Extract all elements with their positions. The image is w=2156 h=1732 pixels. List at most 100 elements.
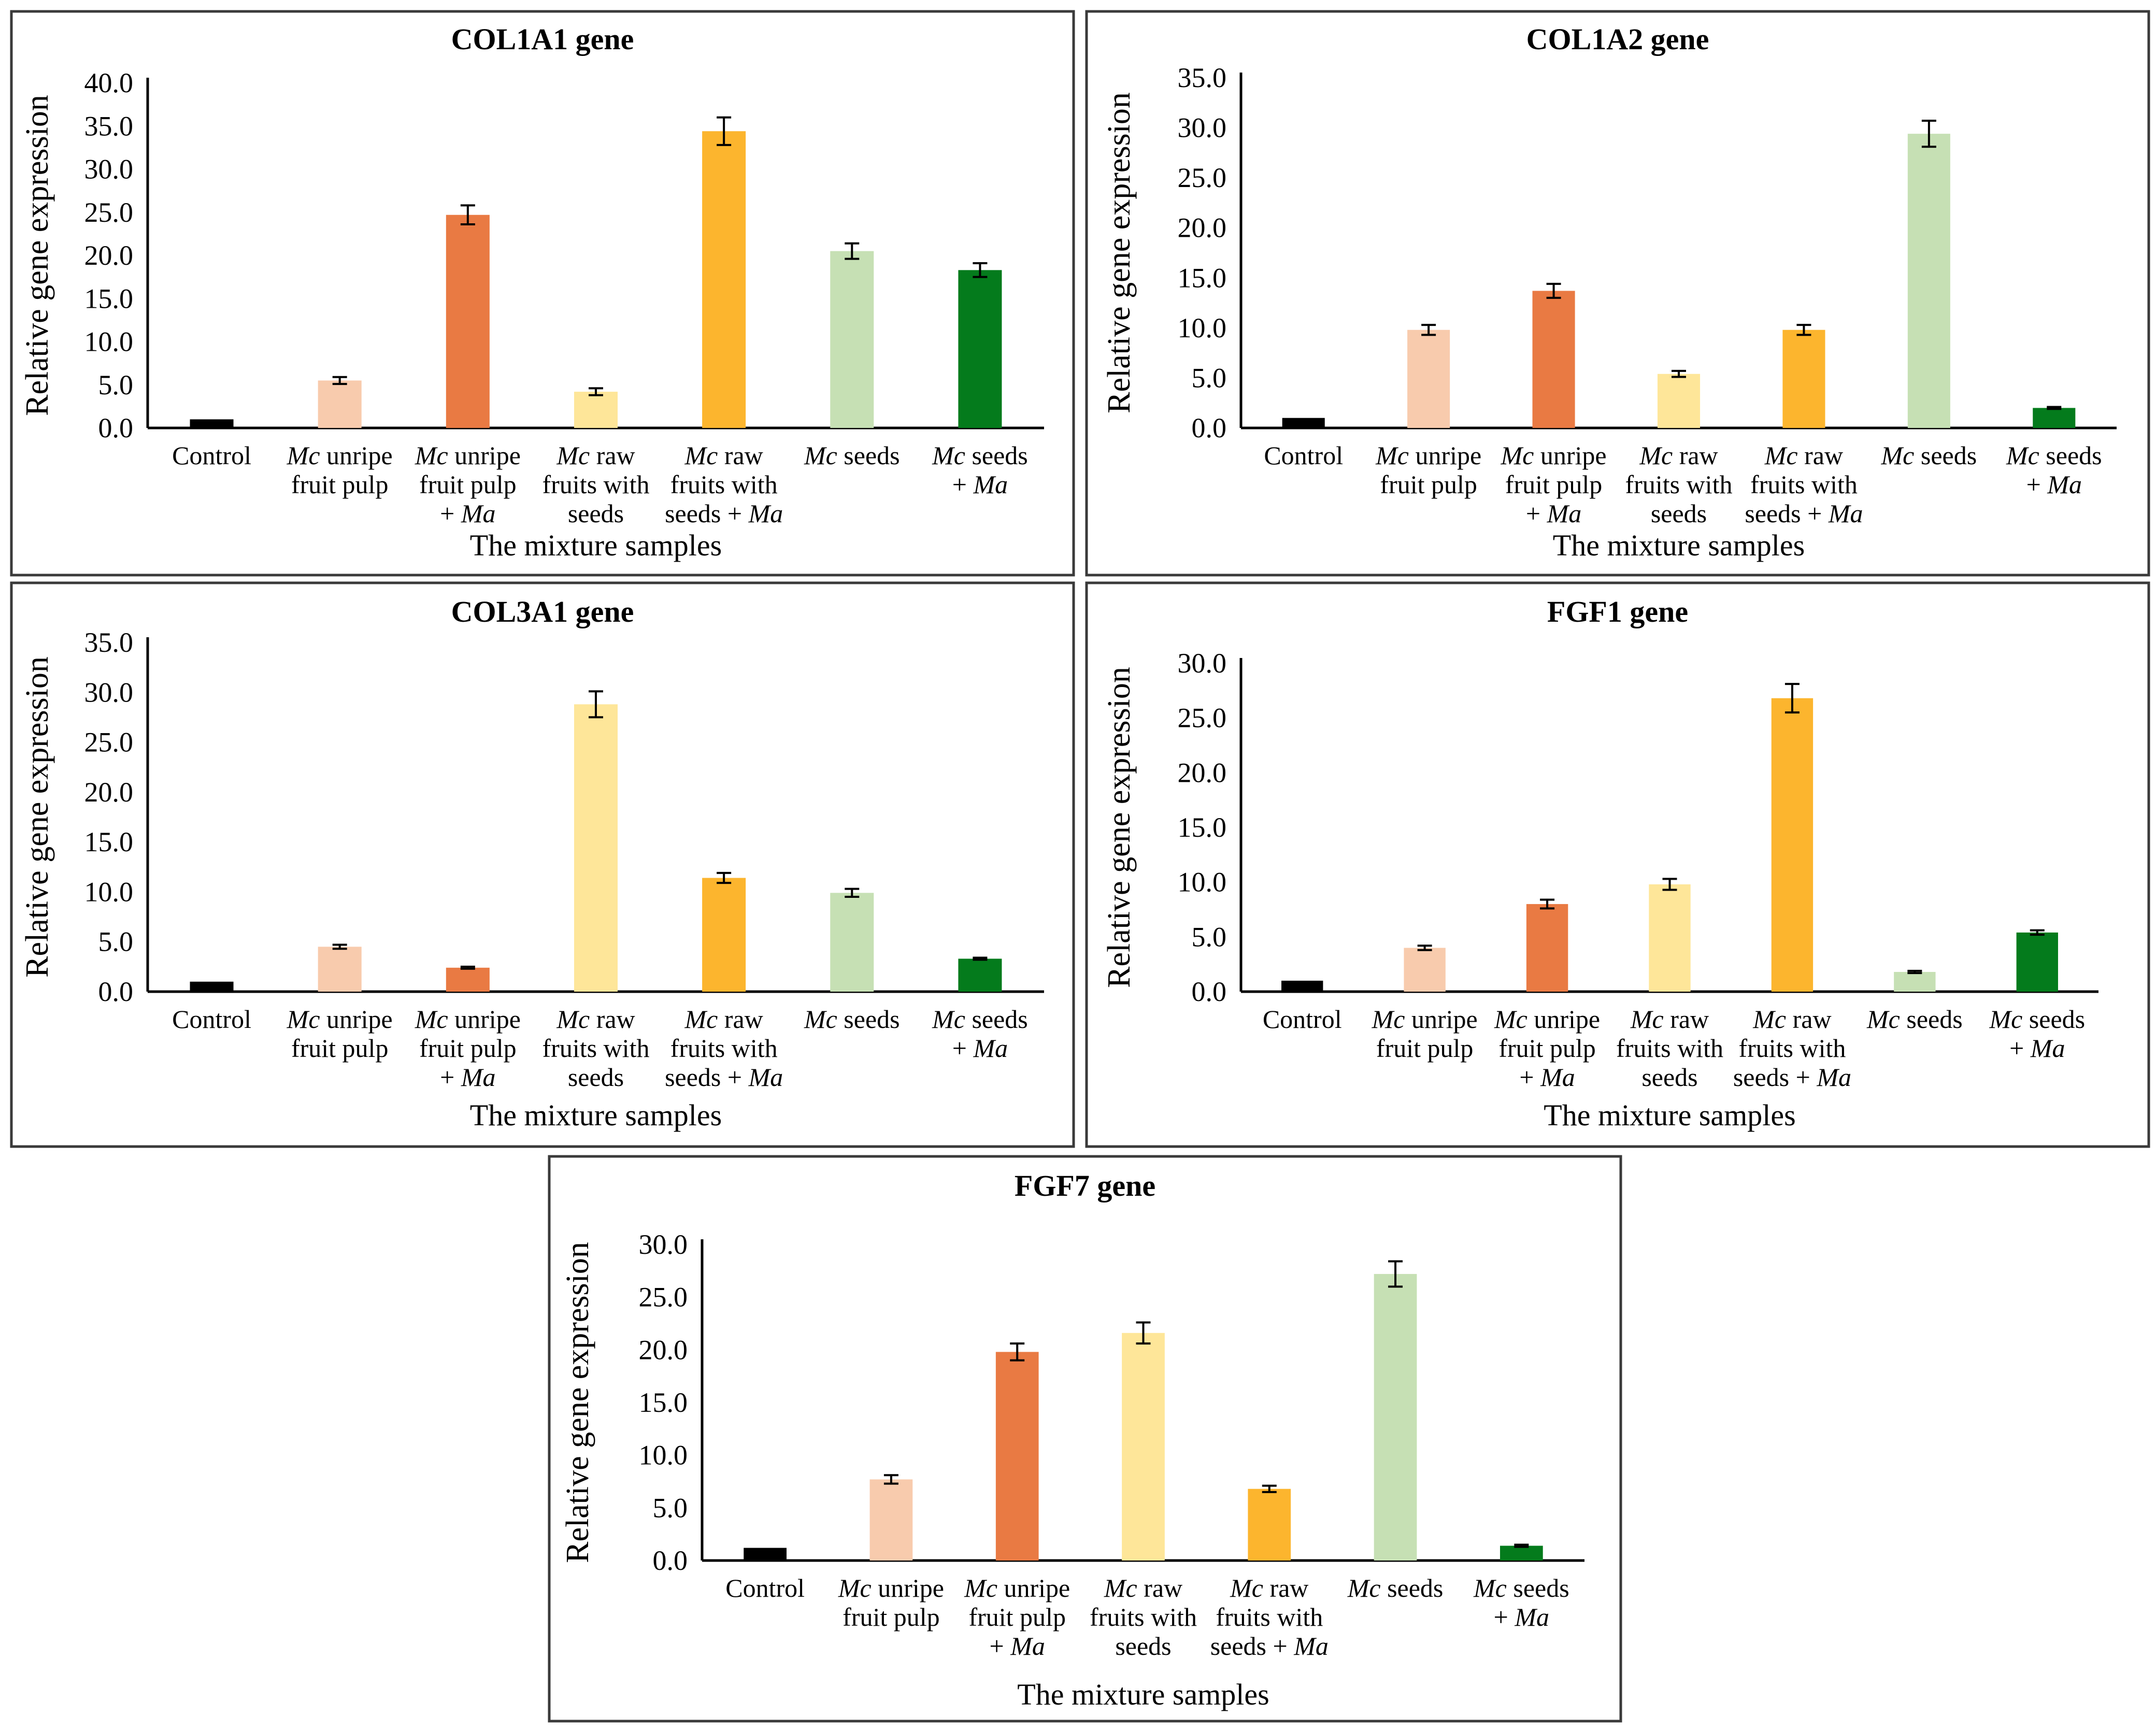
x-category-label: Mc seeds <box>1866 1005 1963 1034</box>
y-tick-label: 35.0 <box>84 110 134 141</box>
bar-5 <box>1782 330 1825 428</box>
x-category-label: Mc unripe fruit pulp <box>287 1005 393 1063</box>
x-category-label: Mc unripe fruit pulp <box>1375 441 1481 499</box>
y-tick-label: 15.0 <box>84 826 134 857</box>
bar-1 <box>1282 418 1325 428</box>
y-tick-label: 35.0 <box>84 627 134 658</box>
x-category-label: Mc raw fruits with seeds + Ma <box>665 441 783 528</box>
x-axis-title: The mixture samples <box>470 528 722 562</box>
x-category-label: Mc raw fruits with seeds <box>542 1005 650 1092</box>
bar-6 <box>830 893 874 992</box>
bar-2 <box>869 1479 913 1561</box>
y-tick-label: 10.0 <box>84 876 134 907</box>
y-tick-label: 0.0 <box>653 1545 688 1576</box>
y-tick-label: 20.0 <box>84 777 134 808</box>
bar-1 <box>1281 980 1323 992</box>
y-tick-label: 15.0 <box>1178 812 1227 843</box>
x-category-label: Mc seeds + Ma <box>2006 441 2102 499</box>
chart-title: COL3A1 gene <box>451 595 634 628</box>
y-axis-title: Relative gene expression <box>1102 92 1137 413</box>
y-tick-label: 5.0 <box>653 1492 688 1523</box>
y-axis-title: Relative gene expression <box>1102 667 1137 988</box>
x-category-label: Mc raw fruits with seeds <box>1090 1573 1197 1661</box>
bar-1 <box>190 419 234 428</box>
x-category-label: Mc seeds + Ma <box>1473 1573 1569 1631</box>
chart-title: COL1A1 gene <box>451 22 634 56</box>
bar-1 <box>190 981 234 992</box>
panel-frame <box>10 581 1075 1148</box>
y-tick-label: 5.0 <box>1192 921 1227 952</box>
bar-5 <box>702 131 746 428</box>
bar-3 <box>1526 904 1568 992</box>
bar-7 <box>2033 408 2076 428</box>
bar-6 <box>1894 971 1936 992</box>
x-category-label: Mc unripe fruit pulp + Ma <box>415 1005 521 1092</box>
y-tick-label: 30.0 <box>639 1229 688 1260</box>
bar-3 <box>995 1352 1039 1561</box>
y-tick-label: 10.0 <box>639 1440 688 1471</box>
y-axis-title: Relative gene expression <box>560 1242 595 1563</box>
y-tick-label: 0.0 <box>98 976 134 1007</box>
y-tick-label: 15.0 <box>84 283 134 314</box>
bar-3 <box>446 967 490 992</box>
y-tick-label: 20.0 <box>84 240 134 271</box>
x-axis-title: The mixture samples <box>470 1098 722 1132</box>
bar-2 <box>1407 330 1450 428</box>
y-axis-title: Relative gene expression <box>20 95 55 416</box>
bar-5 <box>702 878 746 992</box>
chart-title: FGF7 gene <box>1015 1169 1155 1203</box>
bar-4 <box>574 392 618 428</box>
x-category-label: Mc unripe fruit pulp + Ma <box>964 1573 1070 1661</box>
chart-title: COL1A2 gene <box>1526 22 1709 56</box>
y-tick-label: 0.0 <box>98 412 134 443</box>
bar-2 <box>1404 948 1446 992</box>
x-category-label: Mc seeds + Ma <box>932 441 1028 499</box>
y-tick-label: 5.0 <box>98 369 134 400</box>
y-tick-label: 15.0 <box>1178 262 1227 293</box>
bar-1 <box>744 1548 787 1561</box>
chart-panel-5: FGF7 gene 0.0 5.0 10.0 15.0 20.0 25.0 30.0 Relat… <box>548 1155 1622 1723</box>
y-tick-label: 10.0 <box>1178 867 1227 898</box>
bar-2 <box>318 380 362 428</box>
x-category-label: Mc unripe fruit pulp <box>287 441 393 499</box>
y-tick-label: 40.0 <box>84 67 134 98</box>
panel-frame <box>548 1155 1622 1723</box>
y-tick-label: 30.0 <box>84 677 134 708</box>
chart-panel-3: COL3A1 gene 0.0 5.0 10.0 15.0 20.0 25.0 30.0 35.… <box>10 581 1075 1148</box>
x-category-label: Control <box>725 1573 805 1602</box>
panel-frame <box>10 10 1075 577</box>
x-category-label: Mc unripe fruit pulp + Ma <box>1501 441 1607 528</box>
x-category-label: Mc raw fruits with seeds + Ma <box>665 1005 783 1092</box>
chart-panel-2: COL1A2 gene 0.0 5.0 10.0 15.0 20.0 25.0 30.0 35.… <box>1085 10 2150 577</box>
x-category-label: Mc seeds <box>1881 441 1977 470</box>
panel-frame <box>1085 10 2150 577</box>
y-tick-label: 20.0 <box>1178 757 1227 788</box>
y-tick-label: 25.0 <box>84 727 134 758</box>
chart-panel-4: FGF1 gene 0.0 5.0 10.0 15.0 20.0 25.0 30.0 Relat… <box>1085 581 2150 1148</box>
x-category-label: Mc seeds <box>804 1005 900 1034</box>
bar-5 <box>1248 1488 1291 1561</box>
y-tick-label: 0.0 <box>1192 976 1227 1007</box>
bar-4 <box>1122 1333 1165 1561</box>
y-tick-label: 25.0 <box>1178 703 1227 734</box>
y-tick-label: 30.0 <box>84 154 134 185</box>
bar-2 <box>318 947 362 992</box>
x-category-label: Control <box>172 441 251 470</box>
y-tick-label: 20.0 <box>1178 212 1227 244</box>
y-tick-label: 20.0 <box>639 1334 688 1365</box>
x-category-label: Mc seeds <box>1347 1573 1444 1602</box>
y-tick-label: 30.0 <box>1178 112 1227 144</box>
x-category-label: Mc raw fruits with seeds + Ma <box>1210 1573 1329 1661</box>
x-category-label: Control <box>1263 1005 1342 1034</box>
x-category-label: Mc unripe fruit pulp <box>1372 1005 1478 1063</box>
y-tick-label: 25.0 <box>1178 162 1227 193</box>
y-tick-label: 35.0 <box>1178 62 1227 93</box>
x-axis-title: The mixture samples <box>1017 1678 1269 1711</box>
y-tick-label: 10.0 <box>84 326 134 357</box>
y-tick-label: 25.0 <box>639 1282 688 1313</box>
x-category-label: Mc raw fruits with seeds <box>1625 441 1733 528</box>
bar-4 <box>574 704 618 992</box>
panel-frame <box>1085 581 2150 1148</box>
x-category-label: Control <box>1264 441 1343 470</box>
